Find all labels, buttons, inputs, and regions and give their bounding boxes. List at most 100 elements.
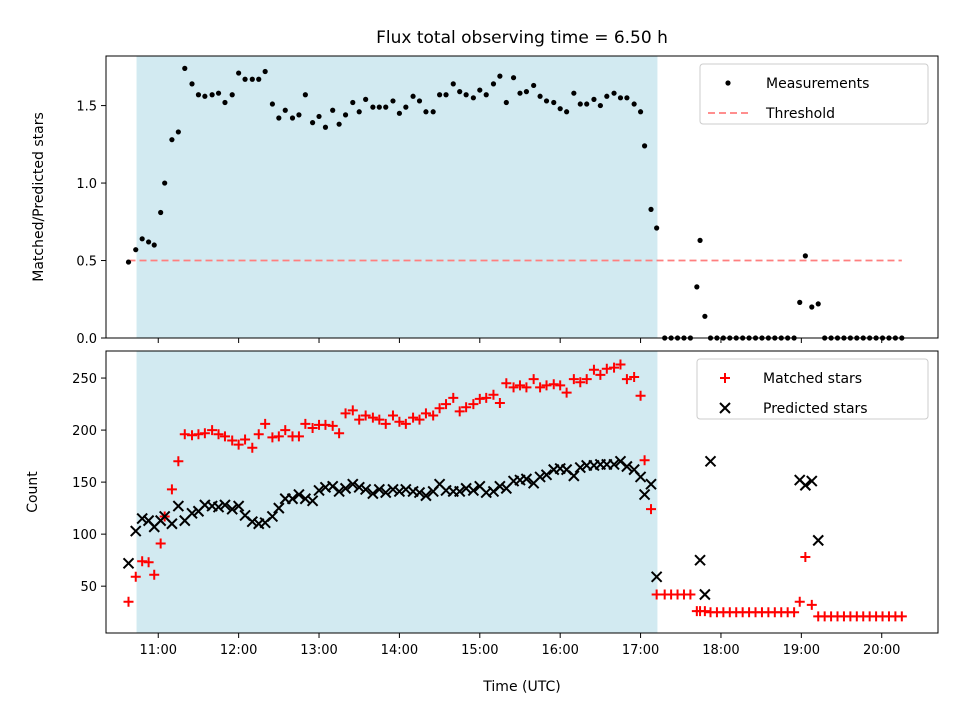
data-point — [697, 237, 703, 243]
data-point — [648, 206, 654, 212]
data-point — [430, 109, 436, 115]
x-tick-label: 14:00 — [381, 643, 418, 658]
data-point — [130, 525, 142, 537]
x-tick-label: 16:00 — [541, 643, 578, 658]
data-point — [293, 431, 304, 442]
data-point — [650, 571, 663, 583]
y-tick-label: 150 — [72, 476, 97, 491]
data-point — [169, 137, 175, 143]
data-point — [232, 500, 245, 512]
data-point — [497, 73, 503, 79]
data-point — [646, 504, 657, 515]
data-point — [457, 89, 463, 95]
data-point — [637, 109, 644, 115]
data-point — [212, 501, 225, 513]
x-tick-label: 13:00 — [300, 643, 337, 658]
data-point — [597, 102, 603, 109]
data-point — [694, 284, 700, 290]
data-point — [327, 420, 338, 431]
data-point — [638, 488, 651, 501]
x-tick-label: 11:00 — [140, 643, 177, 658]
data-point — [584, 101, 590, 107]
data-point — [173, 456, 184, 467]
data-point — [320, 419, 331, 430]
data-point — [574, 461, 586, 474]
data-point — [166, 518, 178, 530]
data-point — [387, 483, 399, 496]
data-point — [293, 488, 305, 501]
data-point — [307, 423, 318, 434]
data-point — [463, 92, 469, 98]
data-point — [143, 557, 154, 568]
y-axis-label: Count — [25, 471, 41, 513]
data-point — [434, 403, 445, 414]
data-point — [631, 101, 637, 107]
data-point — [242, 76, 248, 82]
data-point — [535, 382, 546, 393]
data-point — [591, 96, 597, 102]
data-point — [520, 473, 533, 485]
data-point — [812, 534, 824, 547]
data-point — [136, 512, 148, 525]
data-point — [374, 414, 385, 425]
data-point — [534, 471, 546, 483]
legend-marker — [720, 373, 730, 383]
data-point — [286, 493, 299, 505]
data-point — [809, 304, 815, 310]
data-point — [488, 389, 499, 400]
data-point — [621, 374, 632, 385]
data-point — [799, 479, 812, 491]
data-point — [393, 485, 406, 498]
data-point — [609, 362, 620, 373]
legend-marker — [719, 402, 731, 414]
y-tick-label: 250 — [72, 372, 97, 387]
data-point — [267, 432, 278, 443]
data-point — [360, 410, 371, 421]
data-point — [175, 129, 181, 135]
data-point — [557, 106, 563, 112]
data-point — [219, 431, 230, 442]
data-point — [155, 538, 166, 549]
axes-frame — [105, 350, 939, 634]
data-point — [273, 431, 284, 442]
data-point — [380, 418, 391, 429]
data-point — [187, 430, 198, 441]
x-tick-label: 12:00 — [220, 643, 257, 658]
data-point — [340, 408, 351, 419]
series-matched-stars — [123, 359, 907, 622]
data-point — [158, 209, 164, 216]
data-point — [166, 484, 177, 495]
data-point — [420, 408, 431, 419]
x-axis-label: Time (UTC) — [482, 679, 560, 695]
data-point — [266, 510, 279, 523]
data-point — [611, 90, 617, 96]
data-point — [510, 75, 517, 81]
data-point — [694, 554, 706, 566]
data-point — [460, 482, 472, 495]
x-tick-label: 15:00 — [461, 643, 498, 658]
y-tick-label: 50 — [80, 580, 97, 595]
data-point — [289, 115, 296, 121]
data-point — [269, 101, 275, 107]
y-tick-label: 1.0 — [76, 177, 97, 192]
data-point — [162, 180, 168, 186]
data-point — [249, 76, 255, 82]
data-point — [494, 480, 506, 492]
data-point — [794, 596, 805, 607]
data-point — [508, 382, 519, 393]
legend-label: Measurements — [766, 76, 869, 92]
legend-box — [696, 358, 929, 420]
data-point — [240, 434, 251, 445]
data-point — [423, 109, 429, 115]
data-point — [179, 429, 190, 440]
data-point — [130, 571, 141, 582]
data-point — [555, 380, 566, 391]
data-point — [253, 429, 264, 440]
data-point — [193, 429, 204, 440]
data-point — [490, 81, 497, 87]
data-point — [450, 81, 456, 87]
data-point — [521, 382, 532, 393]
data-point — [483, 92, 489, 98]
data-point — [383, 104, 389, 110]
data-point — [604, 93, 610, 99]
